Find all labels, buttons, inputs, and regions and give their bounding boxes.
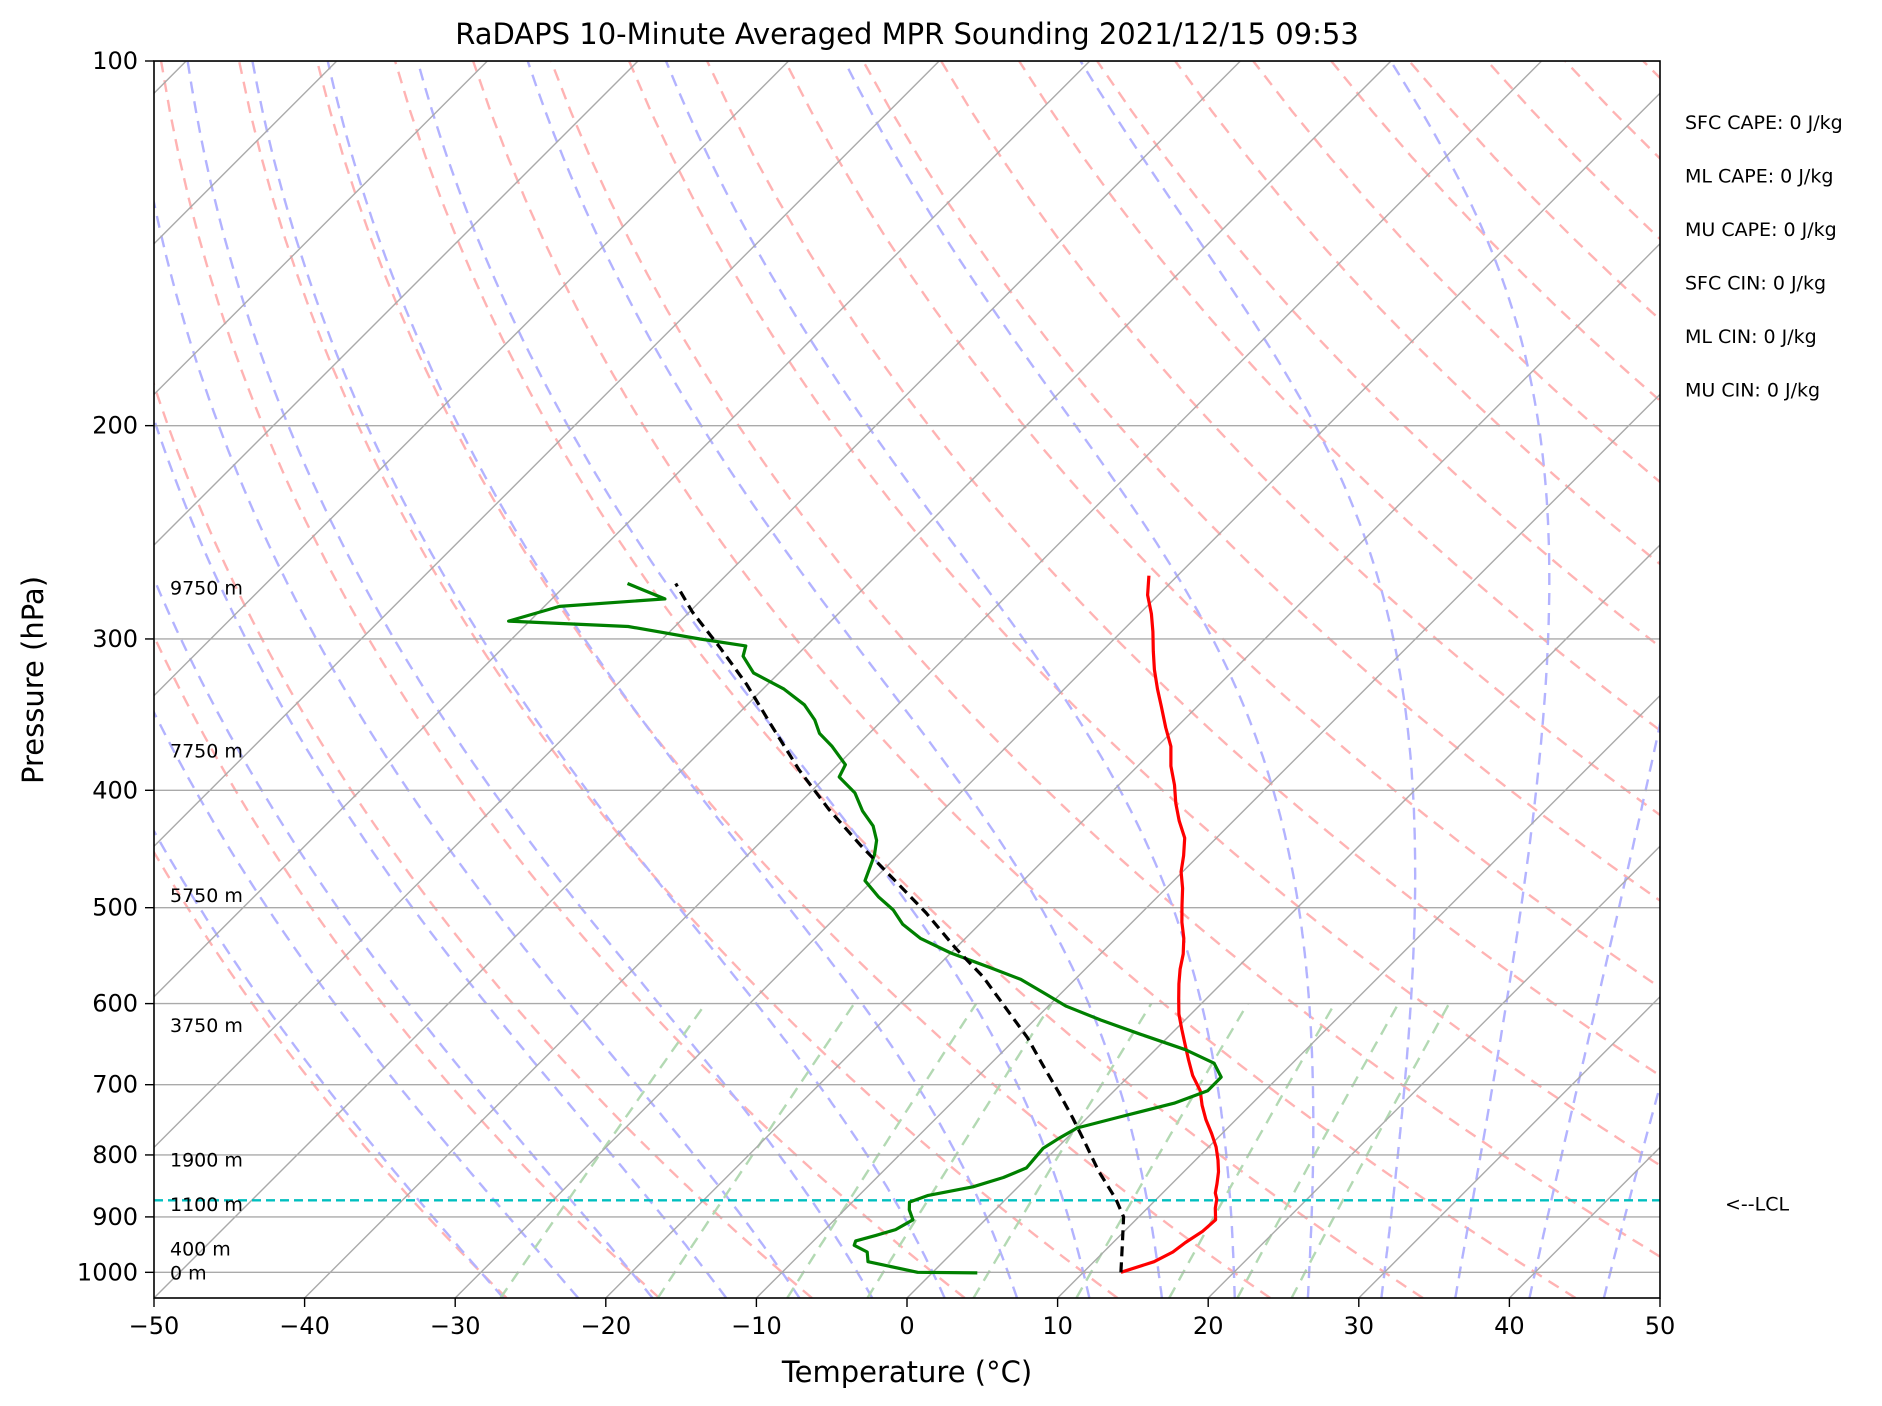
dry-adiabat	[315, 61, 1271, 1298]
height-label: 1900 m	[170, 1150, 243, 1172]
annotations: 9750 m 7750 m 5750 m 3750 m 1900 m 1100 m 400 …	[170, 112, 1843, 1284]
x-tick-label: −20	[580, 1312, 631, 1340]
stability-index-text: ML CIN: 0 J/kg	[1685, 326, 1817, 348]
y-tick-label: 400	[92, 776, 138, 804]
height-label: 3750 m	[170, 1015, 243, 1037]
moist-adiabat	[154, 828, 505, 1298]
dry-adiabat	[237, 61, 1119, 1298]
moist-adiabat	[186, 61, 874, 1298]
isotherm-line	[304, 61, 1543, 1298]
mixing-ratio-line	[656, 1002, 856, 1298]
x-tick-label: 0	[899, 1312, 914, 1340]
y-tick-label: 800	[92, 1141, 138, 1169]
isotherm-line	[1057, 694, 1660, 1298]
y-tick-label: 500	[92, 894, 138, 922]
y-tick-label: 700	[92, 1071, 138, 1099]
x-tick-label: 30	[1344, 1312, 1375, 1340]
dry-adiabat	[784, 61, 1660, 989]
height-label: 5750 m	[170, 885, 243, 907]
y-tick-label: 900	[92, 1203, 138, 1231]
x-tick-label: −50	[129, 1312, 180, 1340]
y-tick-label: 600	[92, 990, 138, 1018]
moist-adiabat	[154, 575, 654, 1298]
isotherm-line	[154, 61, 1241, 1149]
stability-index-text: MU CIN: 0 J/kg	[1685, 380, 1820, 402]
y-axis-label: Pressure (hPa)	[16, 576, 50, 784]
x-tick-label: −10	[731, 1312, 782, 1340]
moist-adiabat	[1079, 61, 1417, 1298]
y-tick-label: 200	[92, 412, 138, 440]
isotherm-line	[1358, 995, 1660, 1298]
lcl-label: <--LCL	[1725, 1193, 1789, 1215]
axis-ticks: −50 −40 −30 −20 −10 0 10 20 30 40 50 1000 900 800 700 6…	[77, 47, 1675, 1340]
mixing-ratio-line	[499, 1002, 707, 1298]
stability-index-text: ML CAPE: 0 J/kg	[1685, 166, 1833, 188]
x-tick-label: 20	[1193, 1312, 1224, 1340]
x-tick-label: −40	[279, 1312, 330, 1340]
moist-adiabat	[1602, 1081, 1660, 1298]
dry-adiabat	[627, 61, 1660, 1167]
x-axis-label: Temperature (°C)	[781, 1355, 1032, 1389]
moist-adiabat	[1528, 718, 1660, 1298]
stability-index-text: SFC CAPE: 0 J/kg	[1685, 112, 1843, 134]
data-lines	[154, 575, 1660, 1275]
x-tick-label: 50	[1645, 1312, 1676, 1340]
height-label: 7750 m	[170, 741, 243, 763]
dry-adiabat	[471, 61, 1577, 1298]
moist-adiabat	[154, 196, 801, 1298]
height-label: 400 m	[170, 1239, 231, 1261]
moist-adiabat	[1389, 61, 1551, 1298]
dry-adiabat	[549, 61, 1660, 1259]
dry-adiabat	[940, 61, 1660, 817]
moist-adiabat	[154, 709, 580, 1298]
isotherm-line	[154, 61, 639, 546]
moist-adiabat	[526, 61, 1164, 1298]
height-label: 0 m	[170, 1262, 207, 1284]
stability-index-text: MU CAPE: 0 J/kg	[1685, 219, 1837, 241]
x-tick-label: −30	[430, 1312, 481, 1340]
isotherm-line	[906, 544, 1660, 1298]
dry-adiabat	[1018, 61, 1660, 732]
dry-adiabat	[154, 633, 661, 1298]
parcel-profile-line	[674, 582, 1126, 1273]
mixing-ratio-line	[972, 1002, 1153, 1298]
isotherm-line	[154, 61, 1091, 998]
chart-title: RaDAPS 10-Minute Averaged MPR Sounding 2…	[455, 17, 1359, 51]
x-tick-label: 10	[1042, 1312, 1073, 1340]
moist-adiabat	[154, 415, 728, 1298]
isotherm-line	[755, 393, 1660, 1298]
y-tick-label: 1000	[77, 1258, 138, 1286]
mixing-ratio-line	[1290, 1003, 1451, 1298]
dry-adiabat	[1096, 61, 1660, 649]
x-tick-label: 40	[1494, 1312, 1525, 1340]
dewpoint-profile-line	[507, 582, 1223, 1275]
moist-adiabat	[664, 61, 1236, 1298]
height-label: 1100 m	[170, 1194, 243, 1216]
moist-adiabat	[326, 61, 1019, 1298]
height-label: 9750 m	[170, 577, 243, 599]
y-tick-label: 100	[92, 47, 138, 75]
stability-index-text: SFC CIN: 0 J/kg	[1685, 273, 1826, 295]
moist-adiabat	[416, 61, 1091, 1298]
isotherm-line	[154, 61, 1392, 1298]
isotherm-line	[154, 61, 940, 848]
mixing-ratio-line	[866, 1002, 1053, 1298]
moist-adiabat	[843, 61, 1315, 1298]
dry-adiabat	[862, 61, 1660, 903]
isotherm-line	[454, 92, 1660, 1298]
mixing-ratio-line	[1075, 1002, 1249, 1298]
isotherm-line	[154, 61, 790, 697]
mixing-ratio-line	[786, 1002, 978, 1298]
background-lines	[154, 61, 1660, 1298]
mixing-ratio-line	[1168, 1003, 1336, 1298]
isotherm-line	[154, 61, 488, 396]
isotherm-line	[605, 242, 1660, 1298]
temperature-profile-line	[1120, 575, 1221, 1274]
isotherm-line	[1207, 845, 1660, 1298]
mixing-ratio-line	[1236, 1003, 1400, 1298]
dry-adiabat	[393, 61, 1424, 1298]
y-tick-label: 300	[92, 625, 138, 653]
